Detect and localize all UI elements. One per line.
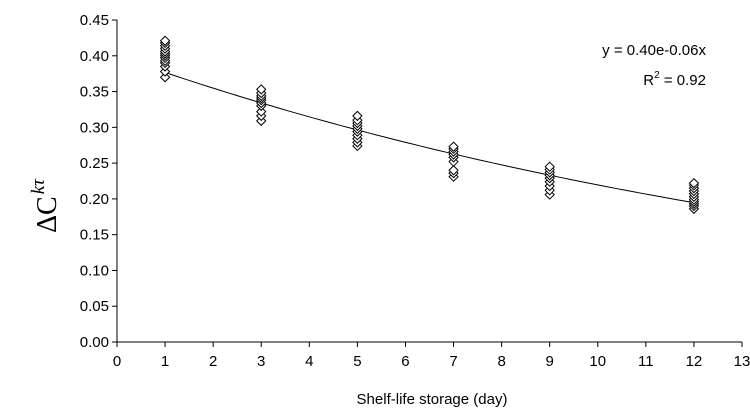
x-tick-label: 11 <box>638 353 654 370</box>
data-point <box>688 177 700 189</box>
y-tick-label: 0.10 <box>80 262 109 279</box>
y-axis-label-main: ΔC <box>32 196 63 233</box>
r-squared-value: = 0.92 <box>660 72 706 89</box>
x-tick-label: 7 <box>449 353 457 370</box>
x-tick-label: 1 <box>161 353 169 370</box>
y-tick-label: 0.20 <box>80 191 109 208</box>
data-point <box>544 161 555 172</box>
x-tick-label: 8 <box>497 353 505 370</box>
r-squared-prefix: R <box>643 72 654 89</box>
data-point <box>352 110 363 122</box>
data-point <box>448 141 459 152</box>
y-tick-label: 0.35 <box>80 84 109 101</box>
axes <box>112 19 743 347</box>
x-tick-label: 12 <box>686 353 703 370</box>
r-squared: R2 = 0.92 <box>643 70 706 89</box>
trend-equation: y = 0.40e-0.06x <box>602 42 706 59</box>
y-axis-label-superscript: kτ <box>28 178 49 194</box>
data-point <box>256 106 267 117</box>
x-tick-label: 9 <box>546 353 554 370</box>
trendline <box>164 71 695 204</box>
data-point <box>448 165 459 176</box>
x-tick-label: 10 <box>589 353 606 370</box>
x-tick-label: 13 <box>734 353 750 370</box>
x-axis-label: Shelf-life storage (day) <box>357 391 508 408</box>
y-tick-label: 0.40 <box>80 48 109 65</box>
data-point <box>256 84 267 95</box>
x-tick-label: 3 <box>257 353 265 370</box>
data-points <box>159 35 700 215</box>
y-tick-label: 0.00 <box>80 334 109 351</box>
x-tick-label: 6 <box>401 353 409 370</box>
data-point <box>159 35 171 46</box>
x-tick-label: 5 <box>353 353 361 370</box>
y-tick-label: 0.05 <box>80 298 109 315</box>
y-tick-label: 0.25 <box>80 155 109 172</box>
x-tick-label: 2 <box>209 353 217 370</box>
x-tick-label: 4 <box>305 353 313 370</box>
tick-labels: 0.00 0.05 0.10 0.15 0.20 0.25 0.30 0.35 0.40 0.45… <box>80 12 750 370</box>
y-axis-label: ΔC kτ <box>28 178 63 233</box>
y-tick-label: 0.45 <box>80 12 109 29</box>
y-tick-label: 0.30 <box>80 119 109 136</box>
data-point <box>159 72 171 83</box>
r-squared-sup: 2 <box>654 70 660 81</box>
y-tick-label: 0.15 <box>80 227 109 244</box>
x-tick-label: 0 <box>113 353 121 370</box>
